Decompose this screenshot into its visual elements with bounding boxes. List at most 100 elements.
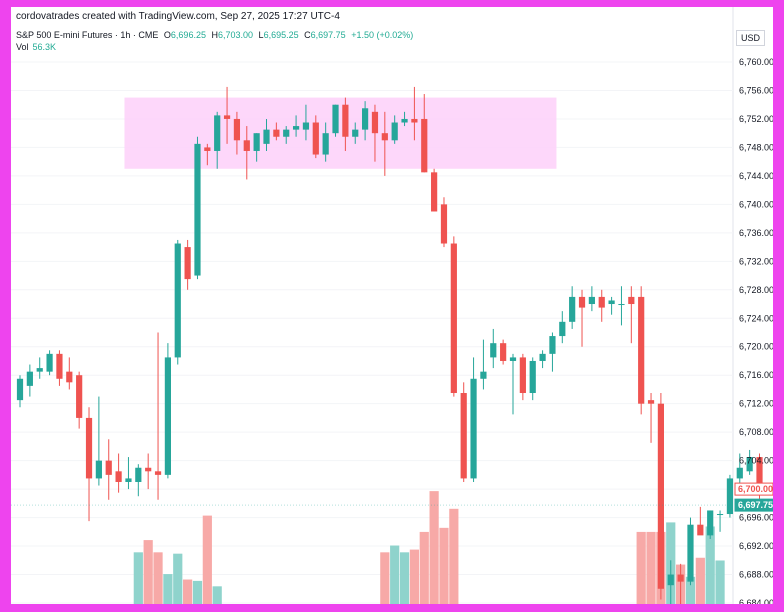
candle-body[interactable] — [697, 524, 704, 536]
candle-body[interactable] — [450, 243, 457, 394]
candle-body[interactable] — [95, 460, 102, 479]
candle-body[interactable] — [194, 143, 201, 276]
supply-zone-rectangle[interactable] — [124, 97, 557, 169]
volume-bar — [419, 531, 429, 604]
candle-body[interactable] — [746, 457, 753, 472]
candle-body[interactable] — [460, 393, 467, 479]
candle-body[interactable] — [756, 457, 763, 490]
candle-body[interactable] — [391, 122, 398, 141]
price-tick-label: 6,712.00 — [739, 399, 773, 409]
candle-body[interactable] — [174, 243, 181, 358]
candle-body[interactable] — [588, 296, 595, 305]
candle-body[interactable] — [76, 375, 83, 418]
volume-bar — [636, 531, 646, 604]
candle-body[interactable] — [352, 129, 359, 137]
candle-body[interactable] — [559, 321, 566, 337]
candle-body[interactable] — [154, 471, 162, 475]
candle-body[interactable] — [16, 378, 24, 401]
price-tick-label: 6,684.00 — [739, 598, 773, 604]
candle-body[interactable] — [569, 296, 576, 322]
close-label: C — [304, 30, 311, 40]
candle-body[interactable] — [549, 336, 556, 354]
candle-body[interactable] — [145, 467, 152, 472]
candle-body[interactable] — [302, 122, 310, 130]
candle-body[interactable] — [105, 460, 112, 475]
candle-body[interactable] — [529, 360, 536, 394]
previous-close-tag — [734, 482, 773, 496]
price-tick-label: 6,740.00 — [739, 199, 773, 209]
candle-body[interactable] — [292, 126, 300, 130]
candle-body[interactable] — [707, 510, 714, 536]
candle-body[interactable] — [411, 118, 418, 123]
symbol-name[interactable]: S&P 500 E-mini Futures · 1h · CME — [16, 30, 159, 40]
candle-body[interactable] — [164, 357, 171, 475]
symbol-legend[interactable]: S&P 500 E-mini Futures · 1h · CME O6,696… — [16, 30, 413, 40]
candle-body[interactable] — [618, 304, 625, 306]
candle-body[interactable] — [273, 129, 280, 137]
price-tick-label: 6,752.00 — [739, 114, 773, 124]
candle-body[interactable] — [500, 343, 507, 361]
candle-body[interactable] — [243, 140, 250, 151]
volume-value: 56.3K — [32, 42, 57, 52]
price-tick-label: 6,728.00 — [739, 285, 773, 295]
candle-body[interactable] — [667, 574, 674, 586]
chart-panel[interactable]: 6,684.00 6,688.00 6,692.00 6,696.00 6,700.00… — [11, 7, 773, 604]
candle-body[interactable] — [312, 122, 319, 155]
candle-body[interactable] — [519, 357, 526, 394]
candle-body[interactable] — [608, 300, 615, 305]
candle-body[interactable] — [56, 353, 63, 379]
candle-body[interactable] — [46, 353, 53, 372]
candle-body[interactable] — [440, 204, 448, 244]
volume-bar — [173, 553, 183, 604]
candle-body[interactable] — [598, 296, 605, 308]
candle-body[interactable] — [578, 296, 586, 308]
volume-legend[interactable]: Vol 56.3K — [16, 42, 56, 52]
candle-body[interactable] — [362, 108, 369, 130]
candle-body[interactable] — [223, 115, 231, 119]
candle-body[interactable] — [85, 417, 93, 479]
candle-body[interactable] — [233, 118, 241, 141]
candle-body[interactable] — [184, 247, 191, 280]
candle-body[interactable] — [322, 133, 329, 155]
candle-body[interactable] — [401, 118, 408, 123]
candle-body[interactable] — [647, 400, 655, 404]
candle-body[interactable] — [657, 403, 664, 589]
price-tick-label: 6,760.00 — [739, 57, 773, 67]
candle-body[interactable] — [687, 524, 694, 582]
price-tick-label: 6,704.00 — [739, 456, 773, 466]
candle-body[interactable] — [470, 378, 477, 479]
candle-body[interactable] — [115, 471, 122, 482]
candle-body[interactable] — [677, 574, 684, 582]
candle-body[interactable] — [480, 371, 487, 379]
candle-body[interactable] — [36, 368, 43, 372]
candle-body[interactable] — [726, 478, 734, 515]
candle-body[interactable] — [381, 133, 388, 141]
candle-body[interactable] — [539, 353, 546, 361]
volume-label[interactable]: Vol — [16, 42, 29, 52]
candle-body[interactable] — [214, 115, 221, 151]
candle-body[interactable] — [490, 343, 497, 358]
chart-credit: cordovatrades created with TradingView.c… — [16, 11, 340, 22]
high-value: 6,703.00 — [217, 30, 254, 40]
candle-body[interactable] — [736, 467, 743, 479]
candle-body[interactable] — [628, 296, 635, 305]
candle-body[interactable] — [125, 478, 132, 482]
candle-body[interactable] — [509, 357, 517, 361]
candle-body[interactable] — [431, 172, 438, 212]
candle-body[interactable] — [638, 296, 645, 404]
candle-body[interactable] — [371, 111, 379, 134]
candle-body[interactable] — [263, 129, 270, 144]
candle-body[interactable] — [716, 514, 724, 516]
candle-body[interactable] — [342, 104, 349, 137]
candle-body[interactable] — [135, 467, 142, 482]
candle-body[interactable] — [332, 104, 339, 134]
chart-canvas[interactable]: 6,684.00 6,688.00 6,692.00 6,696.00 6,700.00… — [11, 7, 773, 604]
candle-body[interactable] — [204, 147, 211, 151]
candle-body[interactable] — [421, 118, 428, 173]
candle-body[interactable] — [283, 129, 290, 137]
candle-body[interactable] — [66, 371, 73, 383]
price-tick-label: 6,748.00 — [739, 142, 773, 152]
candle-body[interactable] — [253, 133, 260, 151]
candle-body[interactable] — [26, 371, 33, 386]
currency-button[interactable]: USD — [735, 30, 765, 46]
